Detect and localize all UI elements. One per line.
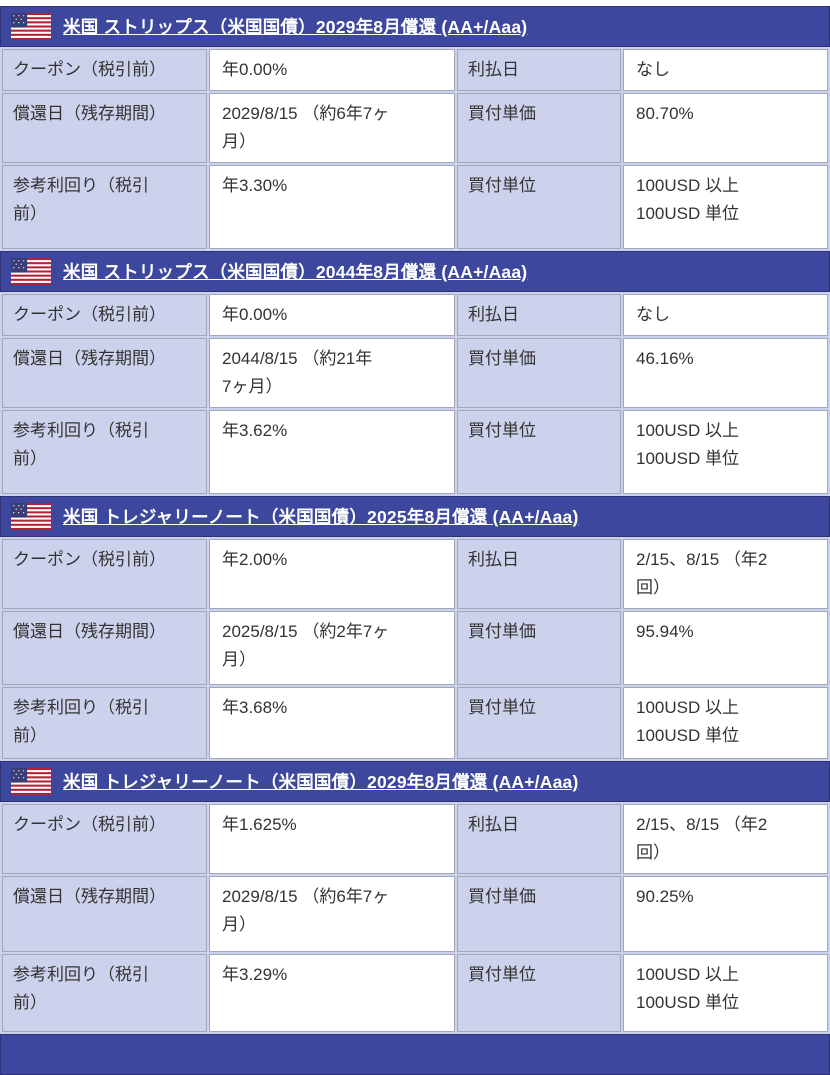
reference-yield-label: 参考利回り（税引 前） bbox=[2, 410, 207, 494]
bond-title-link[interactable]: 米国 ストリップス（米国国債）2044年8月償還 (AA+/Aaa) bbox=[63, 262, 528, 282]
us-flag-icon bbox=[11, 503, 51, 530]
coupon-value: 年0.00% bbox=[209, 294, 455, 336]
payment-date-value: なし bbox=[623, 49, 828, 91]
purchase-unit-label: 買付単位 bbox=[457, 165, 621, 249]
purchase-unit-value: 100USD 以上 100USD 単位 bbox=[623, 687, 828, 759]
purchase-unit-label: 買付単位 bbox=[457, 410, 621, 494]
payment-date-value: 2/15、8/15 （年2 回） bbox=[623, 539, 828, 609]
bond-title-link[interactable]: 米国 トレジャリーノート（米国国債）2025年8月償還 (AA+/Aaa) bbox=[63, 507, 579, 527]
bond-title-link[interactable]: 米国 トレジャリーノート（米国国債）2029年8月償還 (AA+/Aaa) bbox=[63, 772, 579, 792]
section-header: 米国 ストリップス（米国国債）2044年8月償還 (AA+/Aaa) bbox=[0, 251, 830, 292]
table-row: クーポン（税引前） 年0.00% 利払日 なし bbox=[2, 49, 828, 91]
bond-details-table: クーポン（税引前） 年0.00% 利払日 なし 償還日（残存期間） 2044/8… bbox=[0, 292, 830, 496]
coupon-value: 年0.00% bbox=[209, 49, 455, 91]
payment-date-label: 利払日 bbox=[457, 294, 621, 336]
bond-section-3: 米国 トレジャリーノート（米国国債）2025年8月償還 (AA+/Aaa) クー… bbox=[0, 496, 830, 761]
maturity-value: 2025/8/15 （約2年7ヶ 月） bbox=[209, 611, 455, 685]
us-flag-icon bbox=[11, 258, 51, 285]
table-row: 償還日（残存期間） 2029/8/15 （約6年7ヶ 月） 買付単価 80.70… bbox=[2, 93, 828, 163]
table-row: 参考利回り（税引 前） 年3.30% 買付単位 100USD 以上 100USD… bbox=[2, 165, 828, 249]
bond-details-table: クーポン（税引前） 年2.00% 利払日 2/15、8/15 （年2 回） 償還… bbox=[0, 537, 830, 761]
section-header: 米国 トレジャリーノート（米国国債）2029年8月償還 (AA+/Aaa) bbox=[0, 761, 830, 802]
reference-yield-value: 年3.62% bbox=[209, 410, 455, 494]
maturity-label: 償還日（残存期間） bbox=[2, 338, 207, 408]
reference-yield-label: 参考利回り（税引 前） bbox=[2, 165, 207, 249]
maturity-label: 償還日（残存期間） bbox=[2, 876, 207, 952]
maturity-label: 償還日（残存期間） bbox=[2, 93, 207, 163]
maturity-value: 2044/8/15 （約21年 7ヶ月） bbox=[209, 338, 455, 408]
purchase-unit-label: 買付単位 bbox=[457, 687, 621, 759]
reference-yield-value: 年3.68% bbox=[209, 687, 455, 759]
reference-yield-label: 参考利回り（税引 前） bbox=[2, 954, 207, 1032]
coupon-label: クーポン（税引前） bbox=[2, 49, 207, 91]
section-header: 米国 トレジャリーノート（米国国債）2025年8月償還 (AA+/Aaa) bbox=[0, 496, 830, 537]
reference-yield-value: 年3.29% bbox=[209, 954, 455, 1032]
section-header: 米国 ストリップス（米国国債）2029年8月償還 (AA+/Aaa) bbox=[0, 6, 830, 47]
table-row: 償還日（残存期間） 2025/8/15 （約2年7ヶ 月） 買付単価 95.94… bbox=[2, 611, 828, 685]
purchase-unit-value: 100USD 以上 100USD 単位 bbox=[623, 954, 828, 1032]
bond-section-4: 米国 トレジャリーノート（米国国債）2029年8月償還 (AA+/Aaa) クー… bbox=[0, 761, 830, 1034]
purchase-unit-value: 100USD 以上 100USD 単位 bbox=[623, 410, 828, 494]
coupon-value: 年2.00% bbox=[209, 539, 455, 609]
reference-yield-label: 参考利回り（税引 前） bbox=[2, 687, 207, 759]
bond-section-1: 米国 ストリップス（米国国債）2029年8月償還 (AA+/Aaa) クーポン（… bbox=[0, 6, 830, 251]
bond-section-2: 米国 ストリップス（米国国債）2044年8月償還 (AA+/Aaa) クーポン（… bbox=[0, 251, 830, 496]
purchase-unit-label: 買付単位 bbox=[457, 954, 621, 1032]
table-row: 償還日（残存期間） 2029/8/15 （約6年7ヶ 月） 買付単価 90.25… bbox=[2, 876, 828, 952]
payment-date-label: 利払日 bbox=[457, 539, 621, 609]
us-flag-icon bbox=[11, 768, 51, 795]
payment-date-label: 利払日 bbox=[457, 49, 621, 91]
purchase-price-value: 95.94% bbox=[623, 611, 828, 685]
payment-date-value: 2/15、8/15 （年2 回） bbox=[623, 804, 828, 874]
table-row: 参考利回り（税引 前） 年3.62% 買付単位 100USD 以上 100USD… bbox=[2, 410, 828, 494]
reference-yield-value: 年3.30% bbox=[209, 165, 455, 249]
table-row: 参考利回り（税引 前） 年3.68% 買付単位 100USD 以上 100USD… bbox=[2, 687, 828, 759]
coupon-label: クーポン（税引前） bbox=[2, 539, 207, 609]
purchase-price-label: 買付単価 bbox=[457, 611, 621, 685]
table-row: クーポン（税引前） 年2.00% 利払日 2/15、8/15 （年2 回） bbox=[2, 539, 828, 609]
purchase-price-label: 買付単価 bbox=[457, 93, 621, 163]
maturity-value: 2029/8/15 （約6年7ヶ 月） bbox=[209, 93, 455, 163]
purchase-price-label: 買付単価 bbox=[457, 876, 621, 952]
maturity-value: 2029/8/15 （約6年7ヶ 月） bbox=[209, 876, 455, 952]
table-row: 償還日（残存期間） 2044/8/15 （約21年 7ヶ月） 買付単価 46.1… bbox=[2, 338, 828, 408]
payment-date-value: なし bbox=[623, 294, 828, 336]
coupon-value: 年1.625% bbox=[209, 804, 455, 874]
purchase-price-value: 90.25% bbox=[623, 876, 828, 952]
bond-title-link[interactable]: 米国 ストリップス（米国国債）2029年8月償還 (AA+/Aaa) bbox=[63, 17, 528, 37]
payment-date-label: 利払日 bbox=[457, 804, 621, 874]
bond-details-table: クーポン（税引前） 年1.625% 利払日 2/15、8/15 （年2 回） 償… bbox=[0, 802, 830, 1034]
coupon-label: クーポン（税引前） bbox=[2, 294, 207, 336]
maturity-label: 償還日（残存期間） bbox=[2, 611, 207, 685]
coupon-label: クーポン（税引前） bbox=[2, 804, 207, 874]
bond-details-table: クーポン（税引前） 年0.00% 利払日 なし 償還日（残存期間） 2029/8… bbox=[0, 47, 830, 251]
table-row: クーポン（税引前） 年1.625% 利払日 2/15、8/15 （年2 回） bbox=[2, 804, 828, 874]
purchase-price-value: 80.70% bbox=[623, 93, 828, 163]
table-row: クーポン（税引前） 年0.00% 利払日 なし bbox=[2, 294, 828, 336]
purchase-price-label: 買付単価 bbox=[457, 338, 621, 408]
table-row: 参考利回り（税引 前） 年3.29% 買付単位 100USD 以上 100USD… bbox=[2, 954, 828, 1032]
us-flag-icon bbox=[11, 13, 51, 40]
purchase-unit-value: 100USD 以上 100USD 単位 bbox=[623, 165, 828, 249]
purchase-price-value: 46.16% bbox=[623, 338, 828, 408]
partial-next-section-header bbox=[0, 1034, 830, 1075]
